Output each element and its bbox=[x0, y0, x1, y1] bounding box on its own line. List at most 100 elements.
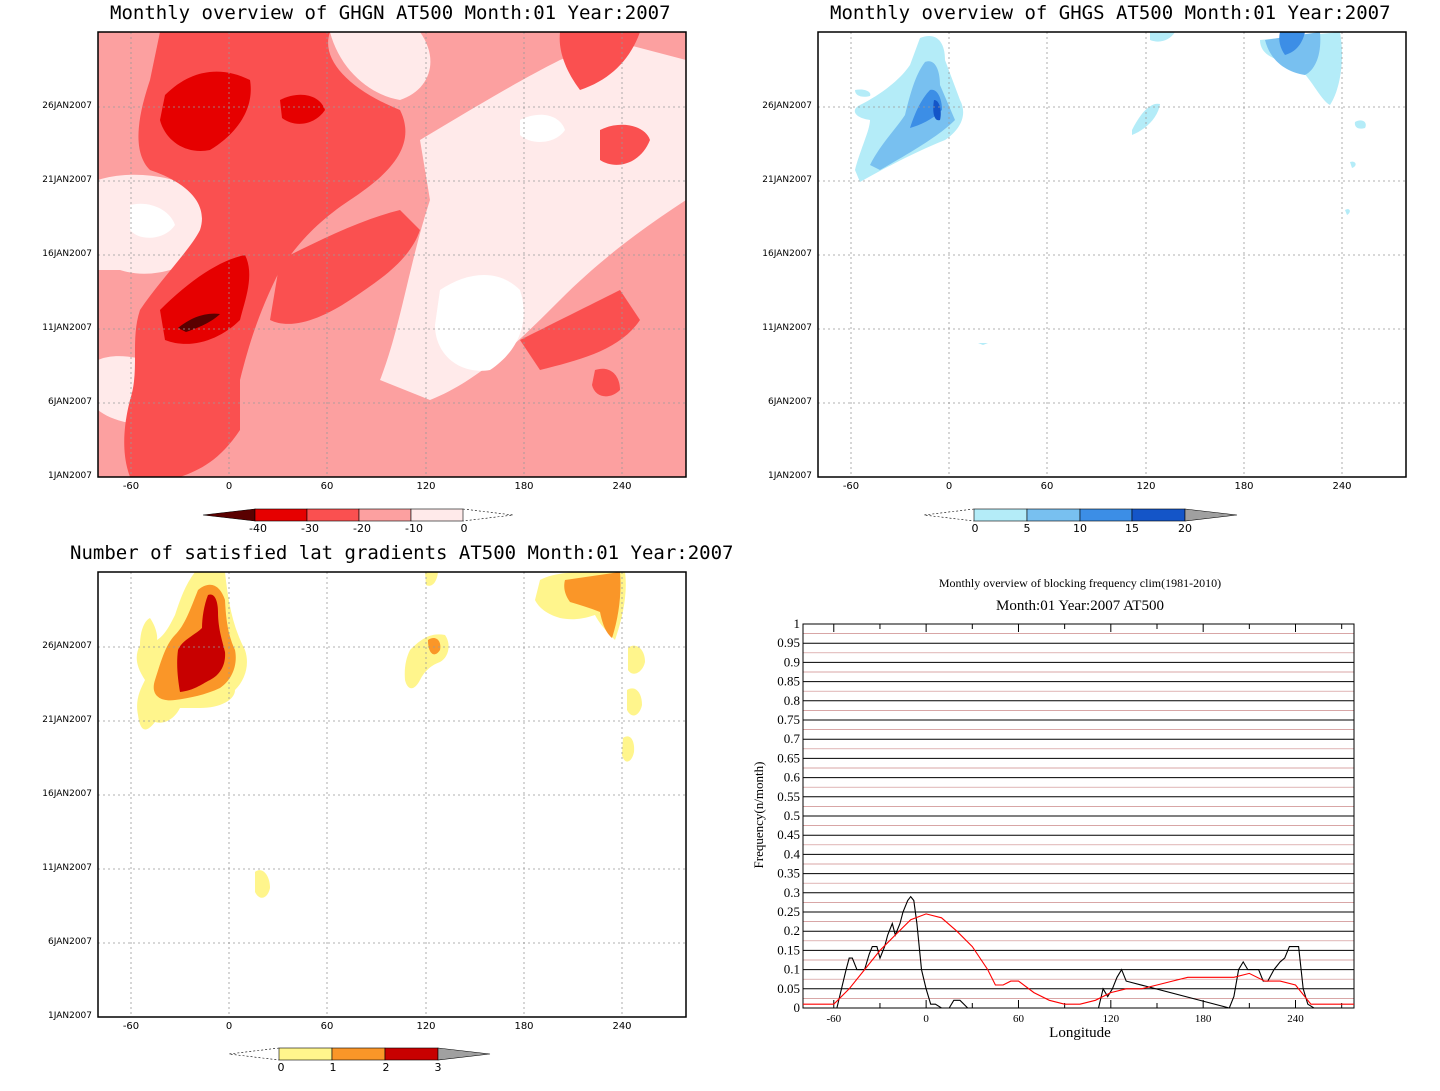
lat-yellow-region bbox=[628, 645, 645, 674]
freq-y-tick-label: 0.85 bbox=[777, 674, 800, 689]
lat-title: Number of satisfied lat gradients AT500 … bbox=[70, 542, 734, 564]
freq-y-tick-label: 0.5 bbox=[784, 808, 800, 823]
lat-orange-region bbox=[564, 572, 621, 638]
ghgs-colorbar bbox=[923, 508, 1238, 522]
lat-red-region bbox=[177, 594, 226, 692]
ghgn-x-tick: 0 bbox=[225, 481, 233, 492]
freq-y-tick-label: 0.95 bbox=[777, 635, 800, 650]
ghgs-y-tick: 11JAN2007 bbox=[762, 323, 812, 333]
freq-x-tick-label: 180 bbox=[1195, 1013, 1212, 1025]
ghgn-y-tick: 16JAN2007 bbox=[42, 249, 92, 259]
freq-series-red-line bbox=[803, 913, 1354, 1005]
lat-y-tick: 6JAN2007 bbox=[47, 937, 92, 947]
ghgn-colorbar-label: -40 bbox=[249, 522, 267, 535]
lat-yellow-region bbox=[425, 572, 438, 586]
freq-y-tick-label: 1 bbox=[794, 616, 801, 631]
lat-x-tick: 240 bbox=[612, 1021, 632, 1032]
freq-y-tick-label: 0.75 bbox=[777, 712, 800, 727]
ghgs-strong-region bbox=[910, 89, 942, 128]
ghgn-y-tick: 26JAN2007 bbox=[42, 101, 92, 111]
freq-y-tick-label: 0.15 bbox=[777, 942, 800, 957]
ghgn-white-region bbox=[130, 203, 175, 238]
freq-series-black-line bbox=[803, 895, 1354, 1009]
ghgn-title: Monthly overview of GHGN AT500 Month:01 … bbox=[110, 2, 671, 24]
ghgn-heatmap bbox=[97, 31, 687, 522]
ghgs-x-tick: -60 bbox=[842, 481, 860, 492]
ghgs-y-tick: 6JAN2007 bbox=[767, 397, 812, 407]
freq-panel: Monthly overview of blocking frequency c… bbox=[720, 545, 1440, 1091]
ghgn-colorbar-label: -20 bbox=[353, 522, 371, 535]
freq-xlabel: Longitude bbox=[1049, 1025, 1111, 1041]
ghgn-x-tick: 60 bbox=[320, 481, 334, 492]
ghgn-white-region bbox=[520, 114, 565, 142]
ghgn-colorbar bbox=[202, 508, 514, 522]
ghgn-y-tick: 6JAN2007 bbox=[47, 397, 92, 407]
ghgs-light-region bbox=[1350, 161, 1356, 168]
freq-x-tick-label: 120 bbox=[1103, 1013, 1120, 1025]
ghgs-mid-region bbox=[870, 61, 955, 170]
freq-y-tick-label: 0.8 bbox=[784, 693, 800, 708]
freq-y-tick-label: 0.3 bbox=[784, 885, 800, 900]
freq-y-tick-label: 0.6 bbox=[784, 770, 801, 785]
ghgn-strong-region bbox=[280, 94, 325, 124]
ghgn-medium-region bbox=[520, 290, 640, 370]
ghgs-colorbar-label: 5 bbox=[1023, 522, 1031, 535]
lat-gridlines bbox=[98, 572, 686, 1017]
ghgn-y-tick: 21JAN2007 bbox=[42, 175, 92, 185]
lat-y-tick: 11JAN2007 bbox=[42, 863, 92, 873]
lat-yellow-region bbox=[255, 870, 270, 898]
ghgn-y-tick: 1JAN2007 bbox=[47, 471, 92, 481]
ghgs-title: Monthly overview of GHGS AT500 Month:01 … bbox=[830, 2, 1391, 24]
ghgn-darkest-region bbox=[178, 313, 220, 332]
ghgs-light-region bbox=[1132, 103, 1160, 135]
ghgn-frame bbox=[97, 31, 687, 478]
freq-plot: 1 0.95 0.9 0.85 0.8 0.75 0.7 0.65 0.6 0.55 0.5 0.45… bbox=[777, 616, 1355, 1025]
ghgs-y-tick: 16JAN2007 bbox=[762, 249, 812, 259]
ghgn-gridlines bbox=[98, 32, 686, 477]
freq-x-tick-label: 60 bbox=[1013, 1013, 1025, 1025]
lat-x-tick: 0 bbox=[225, 1021, 233, 1032]
freq-y-tick-label: 0.45 bbox=[777, 827, 800, 842]
lat-x-tick: -60 bbox=[122, 1021, 140, 1032]
freq-y-tick-label: 0.35 bbox=[777, 866, 800, 881]
freq-y-tick-label: 0.1 bbox=[784, 962, 800, 977]
lat-colorbar-label: 3 bbox=[434, 1061, 442, 1074]
freq-y-tick-label: 0.65 bbox=[777, 750, 800, 765]
freq-y-tick-label: 0.2 bbox=[784, 923, 800, 938]
freq-y-tick-label: 0.4 bbox=[784, 846, 801, 861]
lat-x-tick: 120 bbox=[416, 1021, 436, 1032]
ghgs-x-tick: 60 bbox=[1040, 481, 1054, 492]
ghgs-light-region bbox=[1354, 120, 1366, 129]
ghgn-panel: Monthly overview of GHGN AT500 Month:01 … bbox=[0, 0, 720, 545]
lat-y-tick: 26JAN2007 bbox=[42, 641, 92, 651]
freq-y-tick-label: 0.7 bbox=[784, 731, 801, 746]
lat-colorbar-label: 0 bbox=[277, 1061, 285, 1074]
freq-y-tick-label: 0.9 bbox=[784, 654, 800, 669]
freq-y-tick-label: 0.25 bbox=[777, 904, 800, 919]
ghgs-heatmap bbox=[817, 31, 1407, 522]
lat-y-tick: 16JAN2007 bbox=[42, 789, 92, 799]
lat-colorbar-label: 2 bbox=[382, 1061, 390, 1074]
lat-x-tick: 180 bbox=[514, 1021, 534, 1032]
freq-y-tick-label: 0 bbox=[794, 1000, 801, 1015]
ghgn-x-tick: 240 bbox=[612, 481, 632, 492]
ghgn-y-tick: 11JAN2007 bbox=[42, 323, 92, 333]
ghgn-strong-region bbox=[160, 71, 251, 151]
ghgs-frame bbox=[817, 31, 1407, 478]
ghgs-colorbar-label: 0 bbox=[971, 522, 979, 535]
ghgn-x-tick: -60 bbox=[122, 481, 140, 492]
lat-heatmap bbox=[97, 571, 687, 1061]
ghgn-strong-region bbox=[160, 255, 250, 344]
ghgs-x-tick: 120 bbox=[1136, 481, 1156, 492]
ghgn-medium-region bbox=[592, 368, 620, 397]
freq-x-tick-label: -60 bbox=[826, 1013, 841, 1025]
ghgs-y-tick: 26JAN2007 bbox=[762, 101, 812, 111]
lat-yellow-region bbox=[627, 688, 642, 716]
ghgs-mid-region bbox=[1265, 32, 1321, 75]
ghgs-light-region bbox=[855, 89, 871, 97]
lat-colorbar-label: 1 bbox=[329, 1061, 337, 1074]
ghgn-light-region bbox=[330, 32, 431, 100]
ghgs-light-region bbox=[978, 343, 988, 345]
ghgs-gridlines bbox=[818, 32, 1406, 477]
ghgs-x-tick: 180 bbox=[1234, 481, 1254, 492]
